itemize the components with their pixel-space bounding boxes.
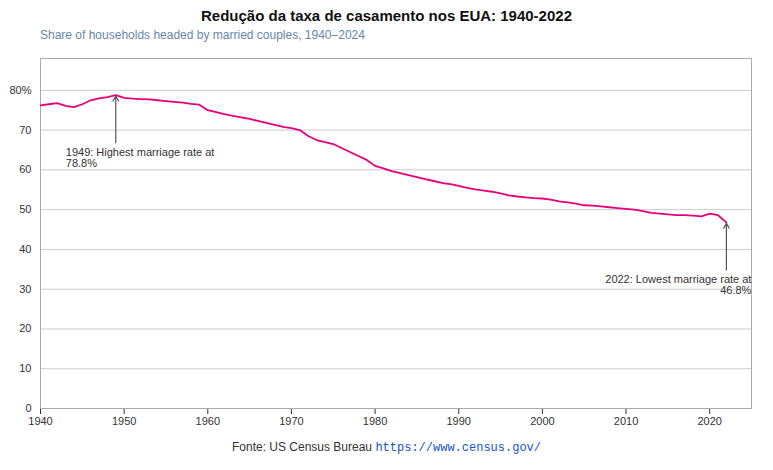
svg-text:80%: 80% xyxy=(9,84,31,96)
svg-text:1960: 1960 xyxy=(196,415,220,427)
html-text:Redução da taxa de casamento n: Redução da taxa de casamento nos EUA: 19… xyxy=(201,7,572,24)
svg-text:60: 60 xyxy=(19,163,31,175)
svg-text:0: 0 xyxy=(25,402,31,414)
svg-text:1970: 1970 xyxy=(279,415,303,427)
svg-text:1980: 1980 xyxy=(363,415,387,427)
svg-text:2010: 2010 xyxy=(614,415,638,427)
svg-text:20: 20 xyxy=(19,322,31,334)
svg-text:40: 40 xyxy=(19,243,31,255)
html-text:Fonte: US Census Bureau https:: Fonte: US Census Bureau https://www.cens… xyxy=(232,440,541,455)
svg-text:2000: 2000 xyxy=(530,415,554,427)
html-text:Share of households headed by: Share of households headed by married co… xyxy=(40,28,365,42)
svg-text:10: 10 xyxy=(19,362,31,374)
svg-text:2020: 2020 xyxy=(697,415,721,427)
svg-text:70: 70 xyxy=(19,124,31,136)
svg-text:1990: 1990 xyxy=(446,415,470,427)
svg-text:2022: Lowest marriage rate at4: 2022: Lowest marriage rate at46.8% xyxy=(605,273,751,296)
svg-text:1950: 1950 xyxy=(112,415,136,427)
svg-text:50: 50 xyxy=(19,203,31,215)
svg-text:1940: 1940 xyxy=(28,415,52,427)
svg-text:30: 30 xyxy=(19,283,31,295)
svg-text:1949: Highest marriage rate at: 1949: Highest marriage rate at78.8% xyxy=(66,146,215,169)
